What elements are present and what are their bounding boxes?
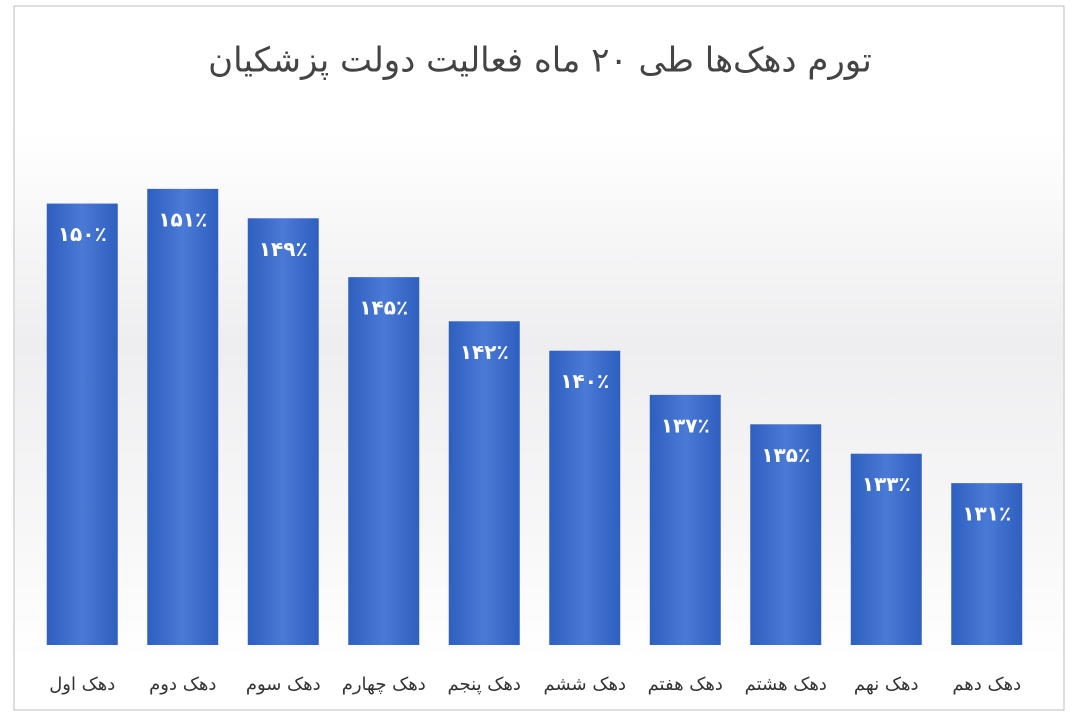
bar — [649, 394, 721, 645]
bar — [549, 350, 621, 645]
x-tick-label: دهک پنجم — [448, 674, 521, 695]
x-tick-label: دهک سوم — [246, 674, 321, 695]
value-label: ۱۵۱٪ — [158, 207, 207, 231]
bar — [46, 203, 118, 646]
x-tick-label: دهک اول — [49, 674, 115, 695]
value-label: ۱۴۰٪ — [560, 369, 609, 393]
value-label: ۱۵۰٪ — [58, 222, 107, 246]
chart-title: تورم دهک‌ها طی ۲۰ ماه فعالیت دولت پزشکیا… — [208, 41, 872, 81]
value-label: ۱۳۳٪ — [862, 472, 911, 496]
bar — [448, 321, 520, 645]
x-tick-label: دهک ششم — [544, 674, 626, 695]
x-tick-label: دهک دهم — [952, 674, 1021, 695]
bar — [247, 218, 319, 646]
bar — [348, 277, 420, 645]
bar — [147, 188, 219, 645]
x-tick-label: دهک دوم — [149, 674, 216, 695]
x-tick-label: دهک نهم — [854, 674, 919, 695]
value-label: ۱۴۹٪ — [259, 237, 308, 261]
value-label: ۱۳۷٪ — [661, 413, 710, 437]
value-label: ۱۳۱٪ — [962, 502, 1011, 526]
value-label: ۱۳۵٪ — [761, 443, 810, 467]
bar — [951, 483, 1023, 645]
value-label: ۱۴۲٪ — [460, 340, 509, 364]
x-tick-label: دهک هفتم — [648, 674, 723, 695]
value-label: ۱۴۵٪ — [359, 296, 408, 320]
bar — [750, 424, 822, 645]
x-tick-label: دهک چهارم — [342, 674, 426, 695]
x-tick-label: دهک هشتم — [745, 674, 827, 695]
bar — [850, 453, 922, 645]
